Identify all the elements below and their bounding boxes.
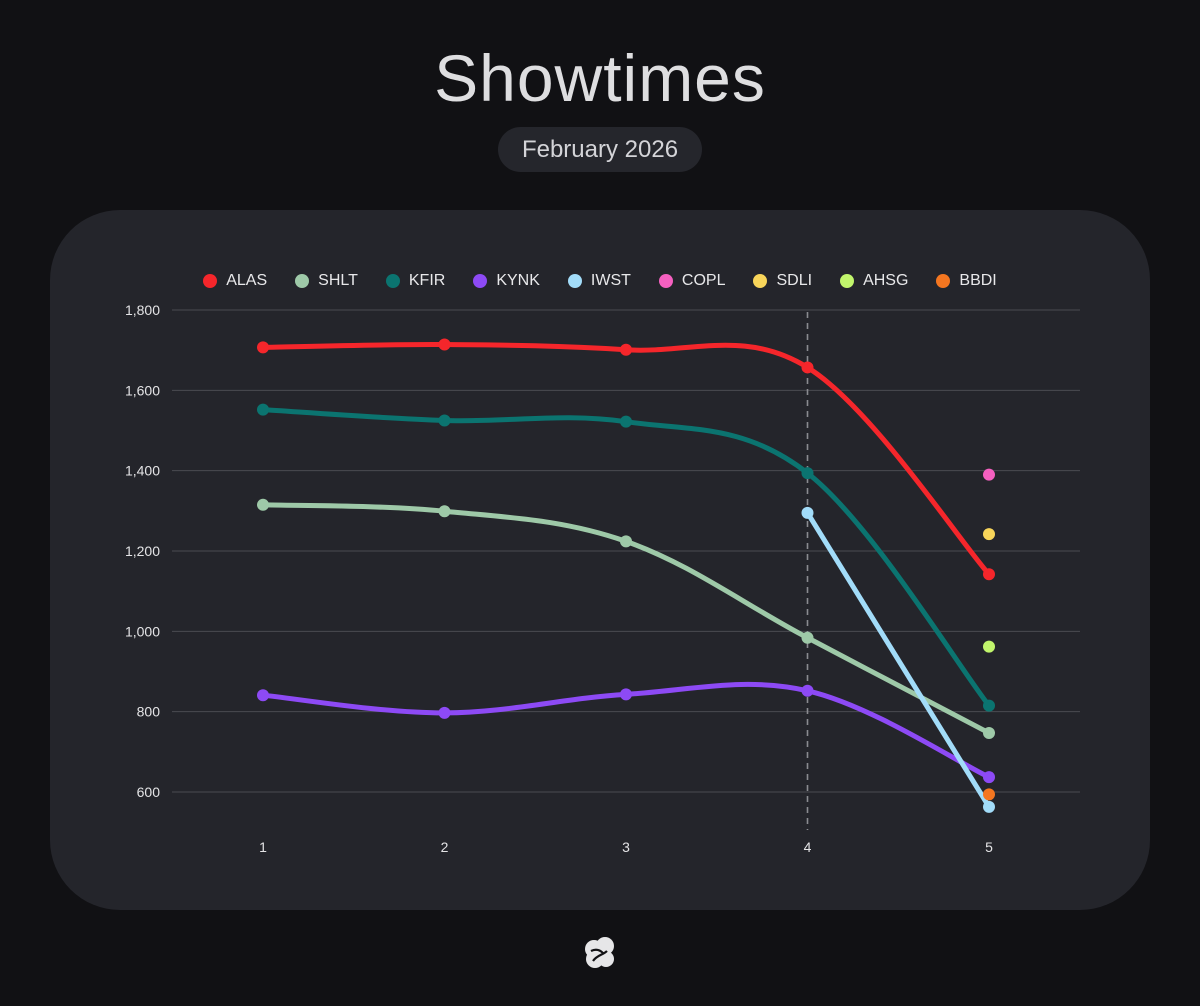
series-line-alas	[260, 341, 992, 577]
chart-card	[50, 210, 1150, 910]
x-tick-label: 1	[259, 839, 267, 855]
legend-swatch	[658, 274, 673, 288]
y-tick-label: 1,000	[125, 623, 160, 639]
x-tick-label: 3	[622, 839, 630, 855]
data-point-alas	[620, 343, 632, 356]
data-point-alas	[801, 361, 814, 374]
data-point-alas	[983, 568, 995, 581]
legend-label: COPL	[681, 272, 726, 289]
y-tick-label: 1,600	[125, 382, 160, 398]
legend-swatch	[753, 274, 768, 288]
legend-item-bbdi[interactable]: BBDI	[936, 272, 997, 290]
y-tick-label: 800	[137, 704, 161, 720]
data-point-kynk	[801, 684, 814, 697]
legend-swatch	[473, 274, 488, 288]
chart-legend: ALAS SHLT KFIR KYNK IWST COPL SDLI AHSG BBDI	[0, 272, 1200, 290]
data-point-alas	[438, 338, 451, 351]
legend-item-alas[interactable]: ALAS	[203, 272, 267, 290]
y-tick-label: 1,800	[125, 302, 160, 318]
data-point-kynk	[983, 771, 995, 784]
data-point-shlt	[438, 505, 451, 518]
brand-logo-icon	[585, 937, 614, 968]
legend-label: SDLI	[776, 272, 813, 289]
legend-item-sdli[interactable]: SDLI	[753, 272, 812, 290]
chart-title: Showtimes	[434, 41, 766, 115]
legend-swatch	[203, 274, 218, 288]
legend-item-ahsg[interactable]: AHSG	[840, 272, 908, 290]
data-point-kynk	[257, 689, 269, 702]
y-tick-label: 1,400	[125, 463, 160, 479]
data-point-kynk	[438, 706, 451, 719]
data-point-shlt	[257, 498, 269, 511]
data-point-shlt	[801, 631, 814, 644]
date-badge: February 2026	[498, 127, 702, 172]
y-tick-label: 1,200	[125, 543, 160, 559]
y-tick-label: 600	[137, 784, 161, 800]
x-tick-label: 5	[985, 839, 993, 855]
legend-item-kynk[interactable]: KYNK	[473, 272, 540, 290]
legend-label: AHSG	[863, 272, 909, 289]
legend-item-shlt[interactable]: SHLT	[295, 272, 358, 290]
data-point-sdli	[983, 528, 995, 541]
data-point-alas	[257, 341, 269, 354]
legend-item-copl[interactable]: COPL	[658, 272, 726, 290]
data-point-iwst	[801, 506, 814, 519]
x-tick-label: 2	[441, 839, 449, 855]
legend-item-kfir[interactable]: KFIR	[385, 272, 446, 290]
data-point-kfir	[801, 467, 814, 480]
data-point-iwst	[983, 800, 995, 813]
data-point-shlt	[620, 535, 632, 548]
series-line-kfir	[260, 407, 992, 709]
x-tick-label: 4	[804, 839, 812, 855]
date-badge-label: February 2026	[521, 135, 679, 163]
data-point-ahsg	[983, 640, 995, 653]
legend-swatch	[385, 274, 400, 288]
legend-label: KYNK	[496, 272, 540, 289]
legend-label: ALAS	[226, 272, 268, 289]
legend-swatch	[295, 274, 310, 288]
data-point-shlt	[983, 726, 995, 739]
data-point-kfir	[438, 414, 451, 427]
data-point-bbdi	[983, 788, 995, 801]
legend-label: IWST	[590, 272, 631, 289]
data-point-kfir	[620, 415, 632, 428]
legend-item-iwst[interactable]: IWST	[567, 272, 631, 290]
data-point-kfir	[983, 699, 995, 712]
legend-label: SHLT	[318, 272, 358, 289]
data-point-kfir	[257, 403, 269, 416]
legend-swatch	[936, 274, 951, 288]
series-line-iwst	[805, 510, 992, 810]
legend-label: KFIR	[408, 272, 446, 289]
legend-swatch	[567, 274, 582, 288]
legend-swatch	[840, 274, 855, 288]
data-point-copl	[983, 468, 995, 481]
legend-label: BBDI	[959, 272, 997, 289]
data-point-kynk	[620, 688, 632, 701]
